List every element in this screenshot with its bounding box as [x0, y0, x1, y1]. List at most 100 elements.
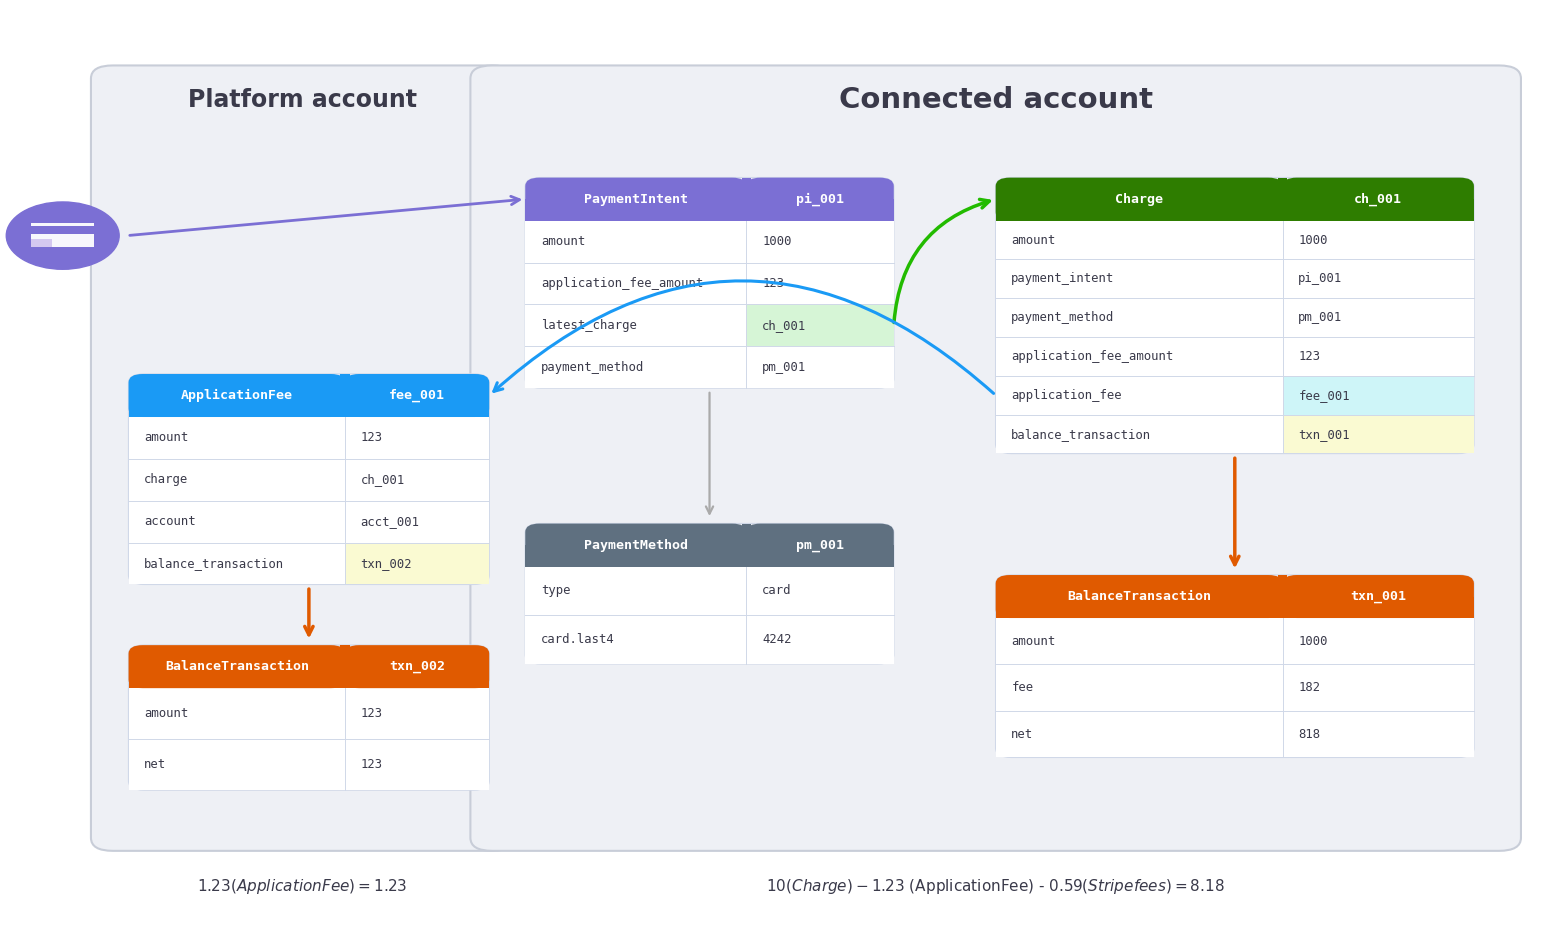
Text: balance_transaction: balance_transaction	[144, 557, 284, 570]
Text: txn_002: txn_002	[389, 660, 445, 673]
Bar	[525, 263, 894, 304]
Bar	[129, 688, 489, 739]
Bar	[996, 597, 1474, 618]
Text: 182: 182	[1298, 682, 1320, 694]
Text: amount: amount	[541, 235, 585, 248]
Bar	[129, 501, 489, 542]
Bar	[996, 618, 1474, 665]
Bar	[1283, 415, 1474, 453]
Text: ch_001: ch_001	[762, 319, 806, 332]
Text: balance_transaction: balance_transaction	[1011, 427, 1151, 440]
Bar	[1278, 178, 1287, 221]
Bar	[345, 542, 489, 584]
Bar	[525, 346, 894, 388]
Text: 4242: 4242	[762, 633, 792, 646]
Bar	[31, 223, 94, 247]
FancyBboxPatch shape	[129, 645, 345, 688]
Text: ApplicationFee: ApplicationFee	[180, 389, 293, 402]
Text: charge: charge	[144, 473, 188, 486]
Text: 1000: 1000	[1298, 635, 1328, 648]
Text: card: card	[762, 584, 792, 597]
Text: BalanceTransaction: BalanceTransaction	[1068, 590, 1210, 603]
Bar	[996, 199, 1474, 221]
Text: ch_001: ch_001	[361, 473, 405, 486]
Bar	[996, 665, 1474, 711]
Text: 123: 123	[361, 758, 383, 771]
Bar	[345, 688, 489, 739]
Bar	[996, 376, 1474, 415]
Text: latest_charge: latest_charge	[541, 319, 637, 332]
FancyBboxPatch shape	[746, 178, 894, 221]
FancyBboxPatch shape	[1283, 575, 1474, 618]
FancyBboxPatch shape	[746, 524, 894, 567]
Text: acct_001: acct_001	[361, 515, 420, 528]
Bar	[742, 524, 751, 567]
Bar	[345, 417, 489, 459]
Text: 123: 123	[361, 431, 383, 444]
Bar	[746, 615, 894, 664]
Bar	[1283, 665, 1474, 711]
FancyBboxPatch shape	[996, 575, 1474, 757]
FancyBboxPatch shape	[91, 65, 514, 851]
FancyBboxPatch shape	[129, 374, 345, 417]
Text: txn_002: txn_002	[361, 557, 412, 570]
Text: pm_001: pm_001	[797, 539, 844, 552]
FancyBboxPatch shape	[345, 374, 489, 417]
Bar	[1283, 298, 1474, 337]
Bar	[129, 459, 489, 501]
Text: Charge: Charge	[1115, 193, 1163, 206]
Bar	[525, 221, 894, 263]
Text: pm_001: pm_001	[1298, 311, 1342, 324]
Text: net: net	[144, 758, 166, 771]
Bar	[129, 542, 489, 584]
Bar	[1283, 618, 1474, 665]
Bar	[1283, 259, 1474, 298]
Bar	[1283, 337, 1474, 376]
FancyBboxPatch shape	[345, 645, 489, 688]
FancyBboxPatch shape	[996, 178, 1283, 221]
Bar	[996, 298, 1474, 337]
FancyBboxPatch shape	[525, 178, 746, 221]
Text: 123: 123	[361, 707, 383, 720]
Text: 123: 123	[762, 277, 784, 290]
Bar	[525, 199, 894, 221]
Text: PaymentIntent: PaymentIntent	[583, 193, 688, 206]
Bar	[345, 501, 489, 542]
Circle shape	[6, 202, 119, 269]
FancyBboxPatch shape	[470, 65, 1521, 851]
Bar	[525, 615, 894, 664]
FancyBboxPatch shape	[129, 374, 489, 584]
Bar	[340, 645, 350, 688]
Bar	[525, 304, 894, 346]
Text: Platform account: Platform account	[188, 88, 417, 112]
Bar	[31, 239, 52, 247]
Bar	[129, 667, 489, 688]
Text: Connected account: Connected account	[839, 86, 1152, 114]
FancyBboxPatch shape	[996, 178, 1474, 453]
Bar	[1283, 711, 1474, 757]
Bar	[742, 178, 751, 221]
Text: net: net	[1011, 727, 1033, 741]
Text: payment_method: payment_method	[541, 361, 644, 374]
Bar	[345, 459, 489, 501]
FancyBboxPatch shape	[525, 524, 894, 664]
Text: BalanceTransaction: BalanceTransaction	[165, 660, 309, 673]
Text: 1000: 1000	[1298, 234, 1328, 247]
Bar	[525, 567, 894, 615]
Text: fee_001: fee_001	[1298, 389, 1350, 402]
Text: application_fee_amount: application_fee_amount	[1011, 350, 1173, 363]
Text: fee_001: fee_001	[389, 389, 445, 402]
FancyBboxPatch shape	[525, 178, 894, 388]
Text: fee: fee	[1011, 682, 1033, 694]
Bar	[746, 304, 894, 346]
Text: pi_001: pi_001	[797, 193, 844, 206]
Bar	[746, 263, 894, 304]
Bar	[31, 226, 94, 234]
Text: 818: 818	[1298, 727, 1320, 741]
Text: pm_001: pm_001	[762, 361, 806, 374]
Bar	[746, 221, 894, 263]
Bar	[340, 374, 350, 417]
Bar	[129, 417, 489, 459]
Text: $10 (Charge) - $1.23 (ApplicationFee) - $0.59 (Stripe fees) = $8.18: $10 (Charge) - $1.23 (ApplicationFee) - …	[767, 877, 1225, 896]
Text: payment_method: payment_method	[1011, 311, 1115, 324]
